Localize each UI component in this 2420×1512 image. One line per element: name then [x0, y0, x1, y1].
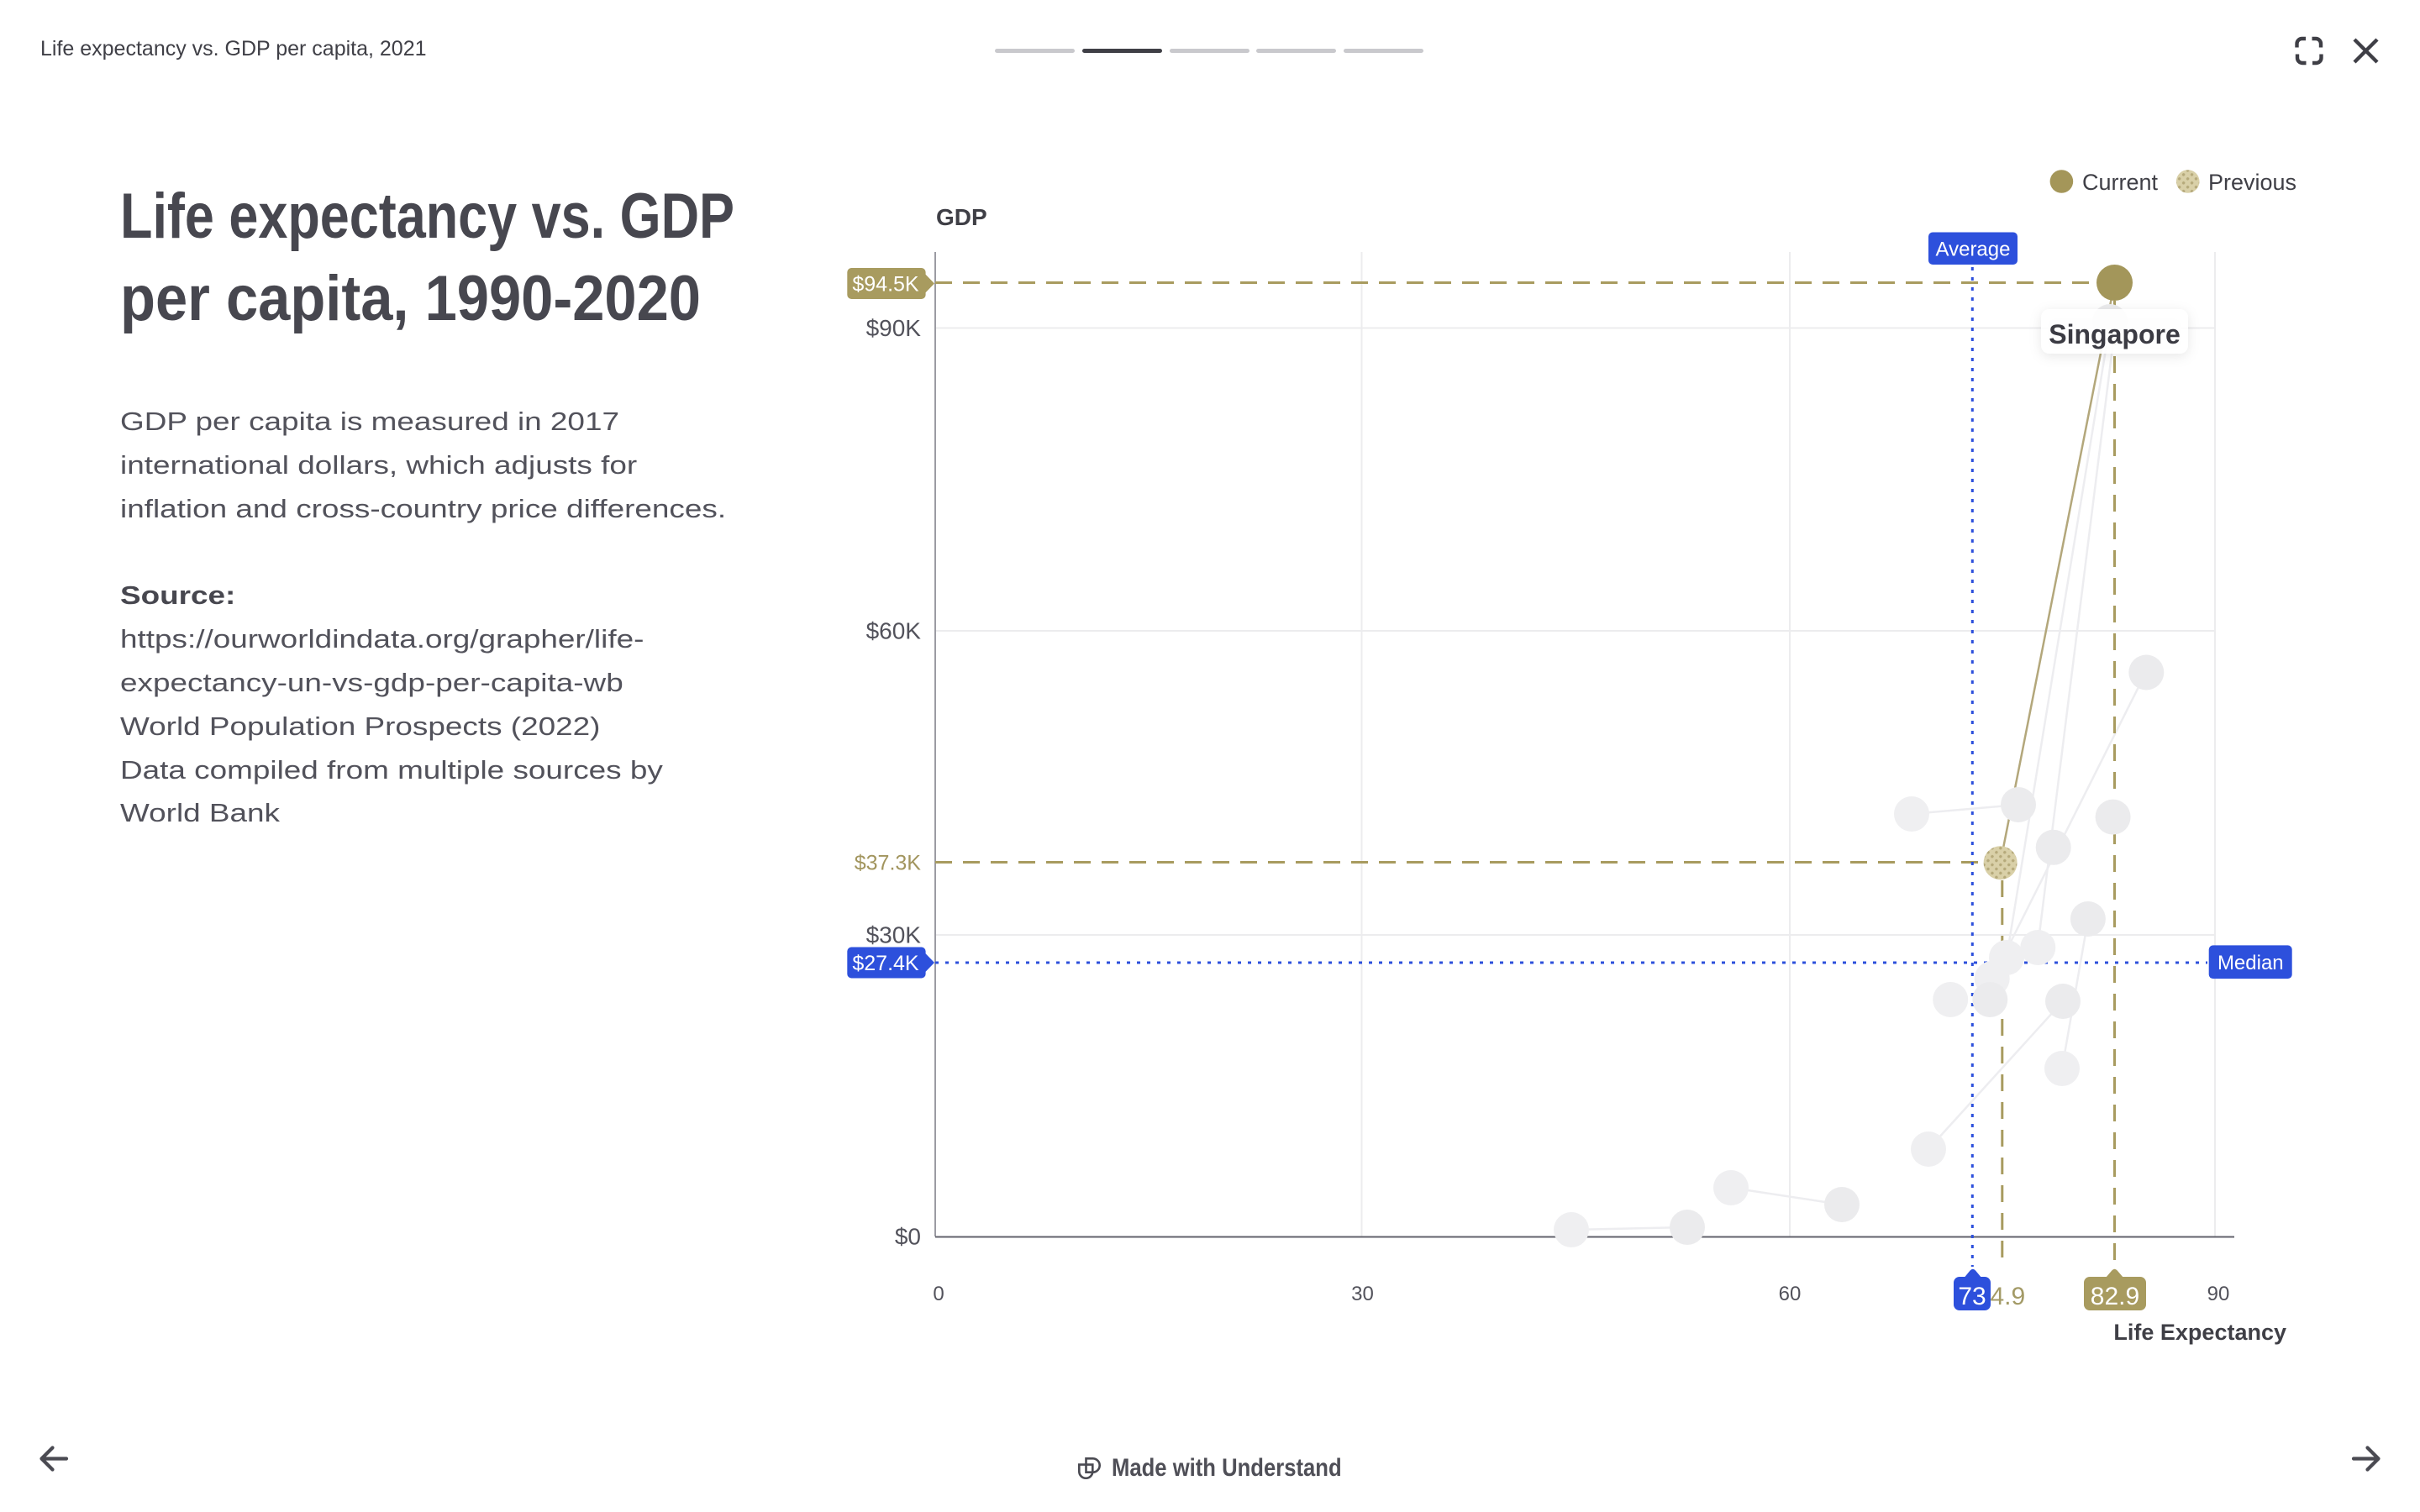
svg-text:Median: Median — [2217, 952, 2284, 974]
svg-text:Life Expectancy: Life Expectancy — [2113, 1320, 2286, 1345]
svg-text:$37.3K: $37.3K — [855, 852, 922, 875]
svg-text:$0: $0 — [895, 1224, 921, 1250]
svg-text:Average: Average — [1936, 239, 2011, 261]
svg-text:0: 0 — [933, 1283, 944, 1305]
svg-text:$90K: $90K — [866, 315, 922, 341]
svg-text:Previous: Previous — [2208, 170, 2296, 195]
svg-text:Singapore: Singapore — [2049, 319, 2180, 349]
svg-text:GDP: GDP — [936, 204, 987, 230]
svg-text:90: 90 — [2207, 1283, 2230, 1305]
svg-text:73: 73 — [1958, 1283, 1986, 1310]
svg-text:82.9: 82.9 — [2091, 1283, 2139, 1310]
svg-text:30: 30 — [1351, 1283, 1374, 1305]
svg-text:$27.4K: $27.4K — [852, 952, 919, 975]
svg-text:$30K: $30K — [866, 922, 922, 948]
svg-text:$94.5K: $94.5K — [852, 273, 919, 297]
svg-text:$60K: $60K — [866, 618, 922, 644]
svg-text:60: 60 — [1779, 1283, 1802, 1305]
svg-text:Current: Current — [2082, 170, 2159, 195]
